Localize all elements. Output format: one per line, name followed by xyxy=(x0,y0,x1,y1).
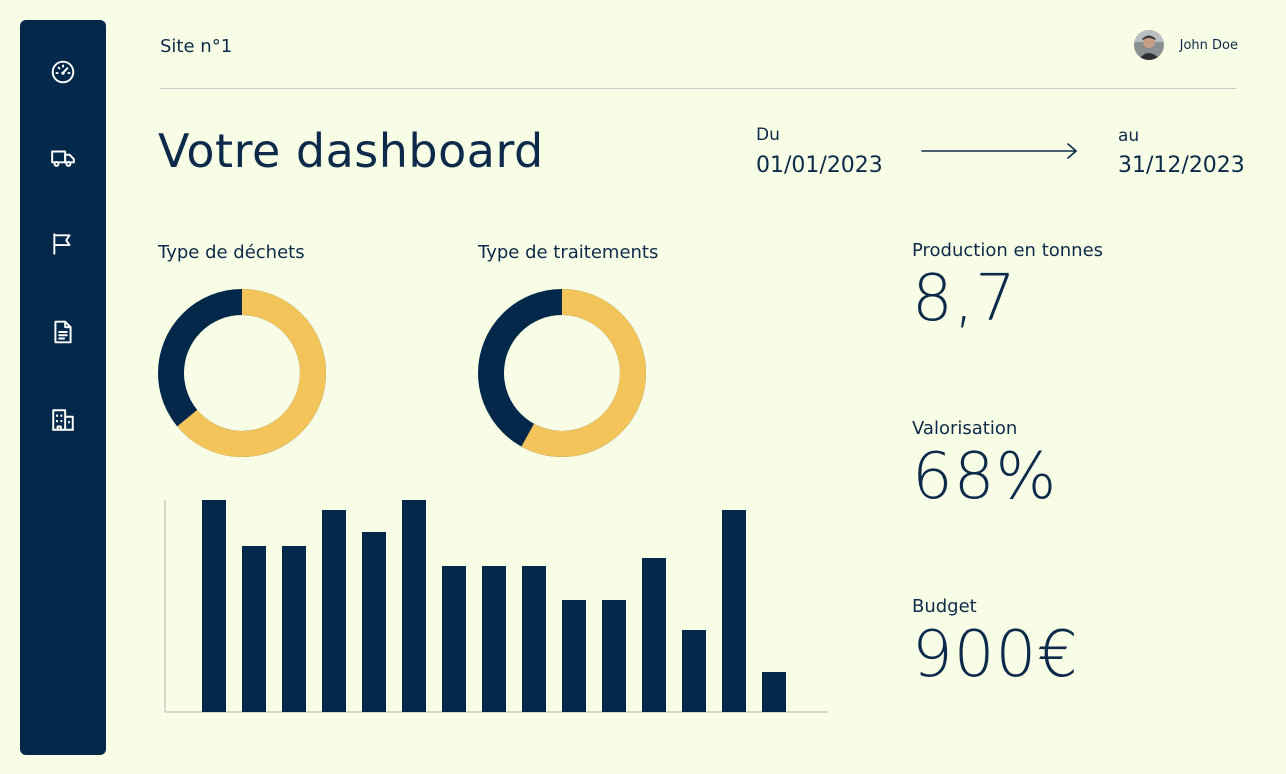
nav-documents[interactable] xyxy=(49,318,77,346)
bar-2 xyxy=(242,546,266,712)
bar-1 xyxy=(202,500,226,712)
nav-buildings[interactable] xyxy=(49,406,77,434)
date-to-value[interactable]: 31/12/2023 xyxy=(1118,153,1245,178)
bar-3 xyxy=(282,546,306,712)
donut-yellow-segment xyxy=(478,289,646,457)
bar-7 xyxy=(442,566,466,712)
kpi-budget-label: Budget xyxy=(912,596,977,617)
sidebar xyxy=(20,20,106,755)
header-divider xyxy=(160,88,1236,89)
flag-icon xyxy=(53,233,71,255)
treatment-type-donut xyxy=(478,289,646,457)
kpi-budget-value: 900€ xyxy=(912,618,1079,692)
bar-12 xyxy=(642,558,666,712)
building-icon xyxy=(52,409,74,431)
nav-transport[interactable] xyxy=(49,144,77,172)
kpi-valorisation-label: Valorisation xyxy=(912,418,1018,439)
kpi-production-value: 8,7 xyxy=(912,262,1017,336)
nav-flag[interactable] xyxy=(49,230,77,258)
kpi-valorisation-value: 68% xyxy=(912,440,1058,514)
date-from-label: Du xyxy=(756,125,780,145)
bar-11 xyxy=(602,600,626,712)
bar-4 xyxy=(322,510,346,712)
waste-type-title: Type de déchets xyxy=(158,242,305,263)
bar-5 xyxy=(362,532,386,712)
document-icon xyxy=(54,320,72,344)
nav-dashboard[interactable] xyxy=(49,58,77,86)
arrow-right-icon xyxy=(920,140,1080,166)
date-to-label: au xyxy=(1118,126,1140,146)
speedometer-icon xyxy=(51,60,75,84)
bar-10 xyxy=(562,600,586,712)
bar-13 xyxy=(682,630,706,712)
site-selector[interactable]: Site n°1 xyxy=(160,36,233,57)
user-menu[interactable]: John Doe xyxy=(1133,30,1238,60)
kpi-production-label: Production en tonnes xyxy=(912,240,1104,261)
user-name: John Doe xyxy=(1179,37,1238,53)
monthly-bar-chart xyxy=(164,500,828,713)
truck-icon xyxy=(51,150,75,167)
bar-6 xyxy=(402,500,426,712)
waste-type-donut xyxy=(158,289,326,457)
avatar xyxy=(1133,30,1164,60)
date-from-value[interactable]: 01/01/2023 xyxy=(756,153,883,178)
bar-14 xyxy=(722,510,746,712)
donut-yellow-segment xyxy=(158,289,326,457)
bar-9 xyxy=(522,566,546,712)
bar-8 xyxy=(482,566,506,712)
page-title: Votre dashboard xyxy=(158,124,544,178)
bar-15 xyxy=(762,672,786,712)
treatment-type-title: Type de traitements xyxy=(478,242,659,263)
